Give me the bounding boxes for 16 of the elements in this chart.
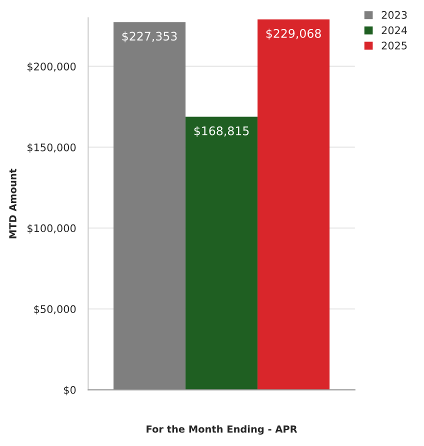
data-label: $229,068 (266, 28, 321, 40)
bar (258, 19, 330, 390)
bar (186, 116, 258, 390)
y-tick-label: $100,000 (28, 224, 76, 234)
data-label: $168,815 (194, 126, 249, 137)
y-tick-label: $200,000 (28, 62, 76, 72)
data-label: $227,353 (122, 32, 177, 42)
bar (114, 22, 186, 390)
y-tick-label: $50,000 (34, 304, 76, 314)
y-tick-label: $150,000 (28, 143, 76, 153)
y-tick-label: $0 (64, 386, 76, 396)
y-axis-title: MTD Amount (9, 168, 16, 238)
legend-label: 2023 (382, 11, 407, 19)
x-axis-title: For the Month Ending - APR (146, 425, 298, 435)
legend-label: 2025 (382, 42, 407, 50)
legend-label: 2024 (382, 26, 407, 34)
